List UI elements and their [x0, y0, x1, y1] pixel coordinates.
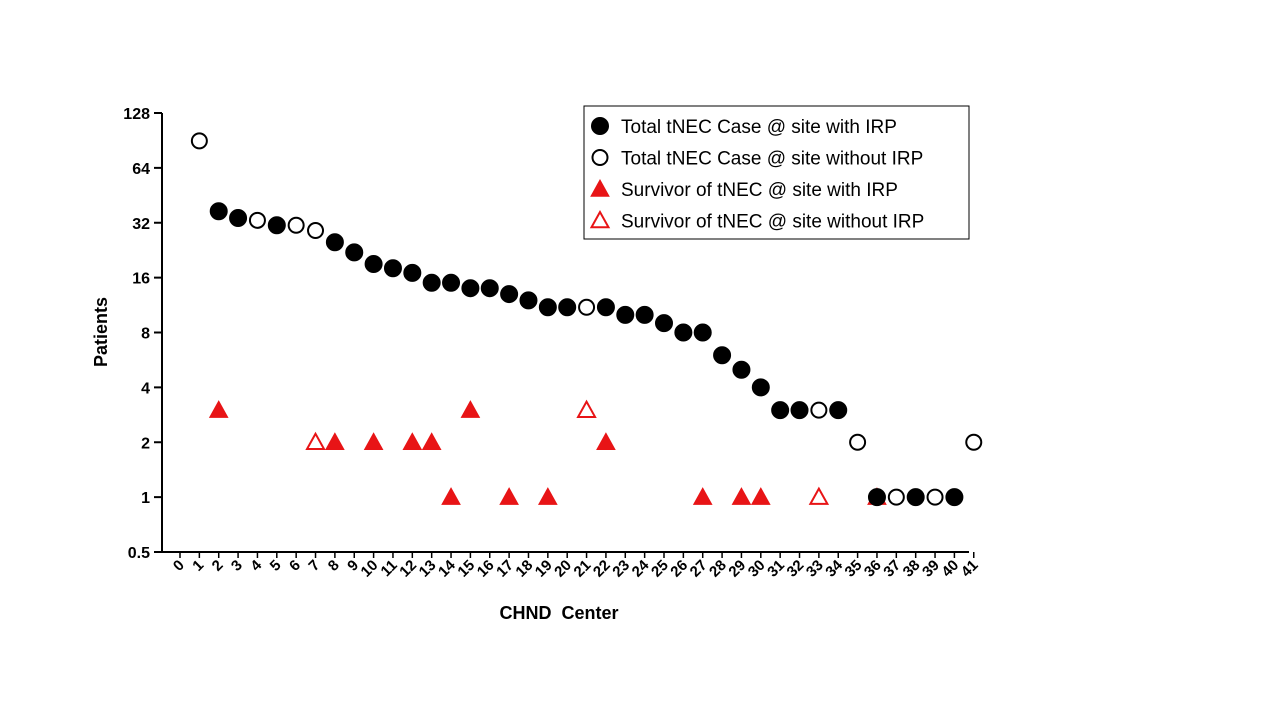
data-point-triangle-filled: [441, 487, 461, 505]
x-tick-label: 4: [247, 556, 265, 574]
legend-label: Survivor of tNEC @ site with IRP: [621, 180, 898, 201]
data-point-circle-filled: [229, 208, 248, 227]
y-ticks: 0.5 1 2 4 8 16 32 64 128: [123, 106, 162, 562]
data-point-circle-filled: [674, 323, 693, 342]
y-tick-label: 128: [123, 106, 150, 123]
data-point-triangle-filled: [402, 432, 423, 450]
data-point-triangle-filled: [421, 432, 442, 450]
data-point-circle-open: [307, 222, 325, 240]
data-marks: [190, 132, 983, 507]
data-point-circle-filled: [538, 298, 557, 317]
legend-marker-triangle-filled: [590, 178, 610, 197]
y-tick-label: 1: [141, 490, 150, 507]
data-point-triangle-filled: [731, 487, 752, 505]
x-tick-label: 8: [325, 557, 343, 575]
series-circle-filled: [209, 202, 964, 507]
data-point-circle-filled: [267, 216, 286, 235]
data-point-circle-filled: [596, 298, 615, 317]
data-point-circle-filled: [345, 243, 364, 262]
data-point-circle-filled: [325, 233, 344, 252]
data-point-circle-open: [849, 433, 867, 451]
x-tick-label: 6: [286, 557, 304, 575]
data-point-circle-open: [887, 488, 905, 506]
data-point-circle-filled: [364, 255, 383, 274]
legend-marker-triangle-open: [589, 209, 611, 229]
series-triangle-open: [305, 399, 830, 505]
data-point-circle-filled: [422, 273, 441, 292]
data-point-circle-filled: [558, 298, 577, 317]
data-point-triangle-open: [576, 399, 597, 418]
data-point-circle-filled: [771, 401, 790, 420]
data-point-triangle-filled: [208, 400, 229, 418]
data-point-circle-filled: [500, 285, 519, 304]
data-point-circle-filled: [480, 279, 499, 298]
y-tick-label: 64: [132, 161, 150, 178]
data-point-circle-filled: [616, 305, 635, 324]
y-tick-label: 32: [132, 216, 150, 233]
x-ticks: 0 1 2 3 4 5 6 7 8 9101112131415161718192021222324…: [170, 552, 982, 581]
data-point-circle-filled: [945, 488, 964, 507]
x-tick-label: 0: [170, 557, 188, 575]
data-point-triangle-filled: [596, 432, 616, 450]
data-point-circle-filled: [519, 291, 538, 310]
y-tick-label: 16: [132, 271, 150, 288]
data-point-triangle-open: [808, 486, 830, 505]
data-point-circle-open: [578, 298, 596, 316]
legend-label: Total tNEC Case @ site with IRP: [621, 117, 897, 138]
data-point-circle-open: [190, 132, 208, 150]
data-point-circle-filled: [403, 263, 422, 282]
legend: Total tNEC Case @ site with IRP Total tNE…: [583, 105, 970, 240]
data-point-circle-filled: [655, 314, 673, 333]
data-point-circle-open: [248, 211, 266, 229]
legend-marker-circle-filled: [591, 117, 609, 135]
data-point-circle-filled: [867, 488, 886, 507]
data-point-circle-filled: [693, 323, 712, 342]
data-point-circle-filled: [906, 488, 925, 507]
y-tick-label: 2: [141, 435, 150, 452]
data-point-circle-open: [287, 216, 305, 234]
data-point-circle-filled: [635, 305, 654, 324]
data-point-circle-filled: [209, 202, 228, 221]
data-point-triangle-filled: [499, 487, 519, 505]
data-point-circle-open: [810, 401, 828, 419]
y-tick-label: 4: [141, 380, 150, 397]
legend-marker-circle-open: [591, 149, 609, 166]
legend-items: Total tNEC Case @ site with IRP Total tNE…: [589, 117, 924, 233]
data-point-triangle-open: [305, 431, 326, 451]
legend-label: Total tNEC Case @ site without IRP: [621, 149, 923, 170]
data-point-circle-open: [926, 488, 944, 506]
data-point-triangle-filled: [692, 487, 713, 505]
data-point-triangle-filled: [537, 487, 558, 505]
x-tick-label: 2: [209, 557, 227, 575]
x-tick-label: 3: [228, 557, 246, 575]
legend-label: Survivor of tNEC @ site without IRP: [621, 212, 924, 233]
data-point-circle-filled: [713, 346, 732, 365]
data-point-triangle-filled: [460, 400, 481, 418]
data-point-circle-filled: [383, 259, 402, 278]
data-point-triangle-filled: [363, 432, 384, 450]
data-point-circle-filled: [829, 401, 848, 420]
data-point-triangle-filled: [325, 432, 345, 450]
x-tick-label: 1: [189, 557, 207, 575]
y-tick-label: 8: [141, 326, 150, 343]
legend-box: [583, 105, 970, 240]
y-tick-label: 0.5: [128, 545, 150, 562]
data-point-circle-filled: [790, 401, 809, 420]
y-axis-title: Patients: [91, 297, 111, 367]
data-point-circle-filled: [442, 273, 461, 292]
x-tick-label: 41: [958, 557, 982, 581]
series-circle-open: [190, 132, 983, 506]
data-point-circle-open: [965, 433, 983, 451]
x-tick-label: 7: [305, 557, 323, 575]
data-point-circle-filled: [751, 378, 770, 397]
x-tick-label: 5: [267, 557, 285, 575]
data-point-triangle-filled: [750, 487, 771, 505]
data-point-circle-filled: [461, 279, 480, 298]
data-point-circle-filled: [732, 360, 751, 379]
x-axis-title: CHND Center: [499, 603, 618, 623]
